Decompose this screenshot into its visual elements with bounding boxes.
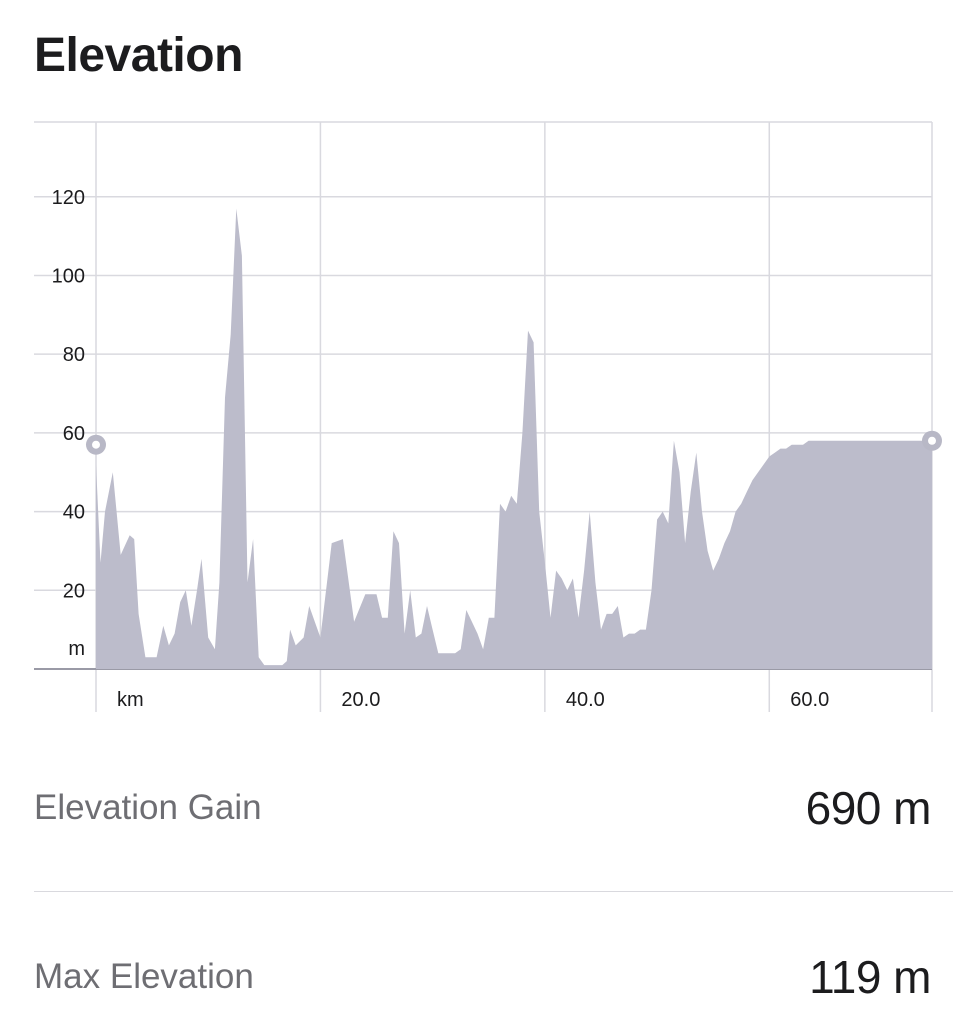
y-unit-label: m <box>68 638 85 660</box>
elevation-gain-label: Elevation Gain <box>34 788 262 827</box>
y-tick-label: 80 <box>63 344 85 366</box>
x-tick-label: 60.0 <box>790 689 829 711</box>
max-elevation-row: Max Elevation 119 m <box>34 937 931 1017</box>
x-tick-label: 20.0 <box>341 689 380 711</box>
elevation-gain-row: Elevation Gain 690 m <box>34 768 932 848</box>
x-tick-labels: km 20.0 40.0 60.0 <box>117 689 829 711</box>
page-title: Elevation <box>34 29 243 82</box>
y-tick-labels: 20 40 60 80 100 120 m <box>52 187 85 660</box>
route-markers <box>86 430 942 455</box>
max-elevation-value: 119 m <box>809 951 931 1003</box>
y-tick-label: 40 <box>63 502 85 524</box>
elevation-area <box>96 208 932 669</box>
y-tick-label: 60 <box>63 423 85 445</box>
x-tick-label: 40.0 <box>566 689 605 711</box>
end-marker-dot <box>928 436 936 445</box>
divider <box>34 891 953 892</box>
elevation-chart[interactable]: 20 40 60 80 100 120 m km 20.0 40.0 60.0 <box>0 0 953 730</box>
y-tick-label: 120 <box>52 187 85 209</box>
elevation-gain-value: 690 m <box>805 782 932 834</box>
start-marker-dot <box>92 440 100 449</box>
x-tick-label: km <box>117 689 144 711</box>
y-tick-label: 20 <box>63 580 85 602</box>
y-tick-label: 100 <box>52 265 85 287</box>
max-elevation-label: Max Elevation <box>34 957 254 996</box>
